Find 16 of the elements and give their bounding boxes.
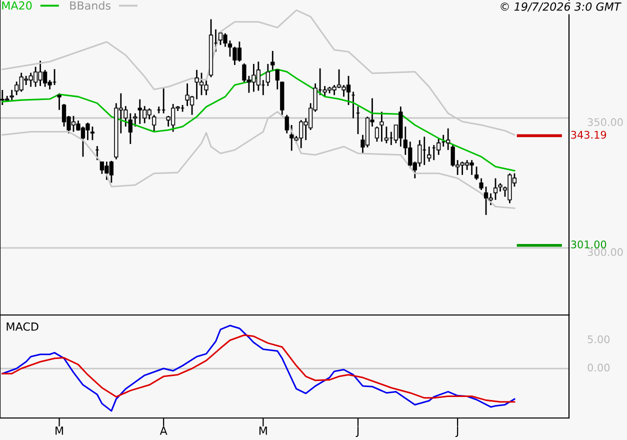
text: MACD bbox=[6, 322, 38, 331]
legend-label: MA20 bbox=[2, 1, 32, 10]
ref-line-label: 301.00 bbox=[571, 240, 606, 248]
x-tick-label: J bbox=[455, 426, 458, 437]
x-tick-label: J bbox=[356, 426, 359, 437]
y-tick-label: 300.00 bbox=[588, 248, 623, 256]
x-tick-label: M bbox=[56, 426, 63, 435]
legend-label: BBands bbox=[70, 1, 110, 10]
annotation: © 19/7/2026 3:0 GMT bbox=[500, 2, 622, 12]
y-tick-label: 350.00 bbox=[588, 118, 623, 126]
x-tick-label: A bbox=[160, 426, 168, 435]
line-series bbox=[2, 334, 516, 403]
x-tick-label: M bbox=[259, 426, 267, 435]
ref-line-label: 343.19 bbox=[571, 130, 606, 139]
y-tick-label: 5.00 bbox=[588, 335, 610, 344]
y-tick-label: 0.00 bbox=[588, 364, 610, 372]
